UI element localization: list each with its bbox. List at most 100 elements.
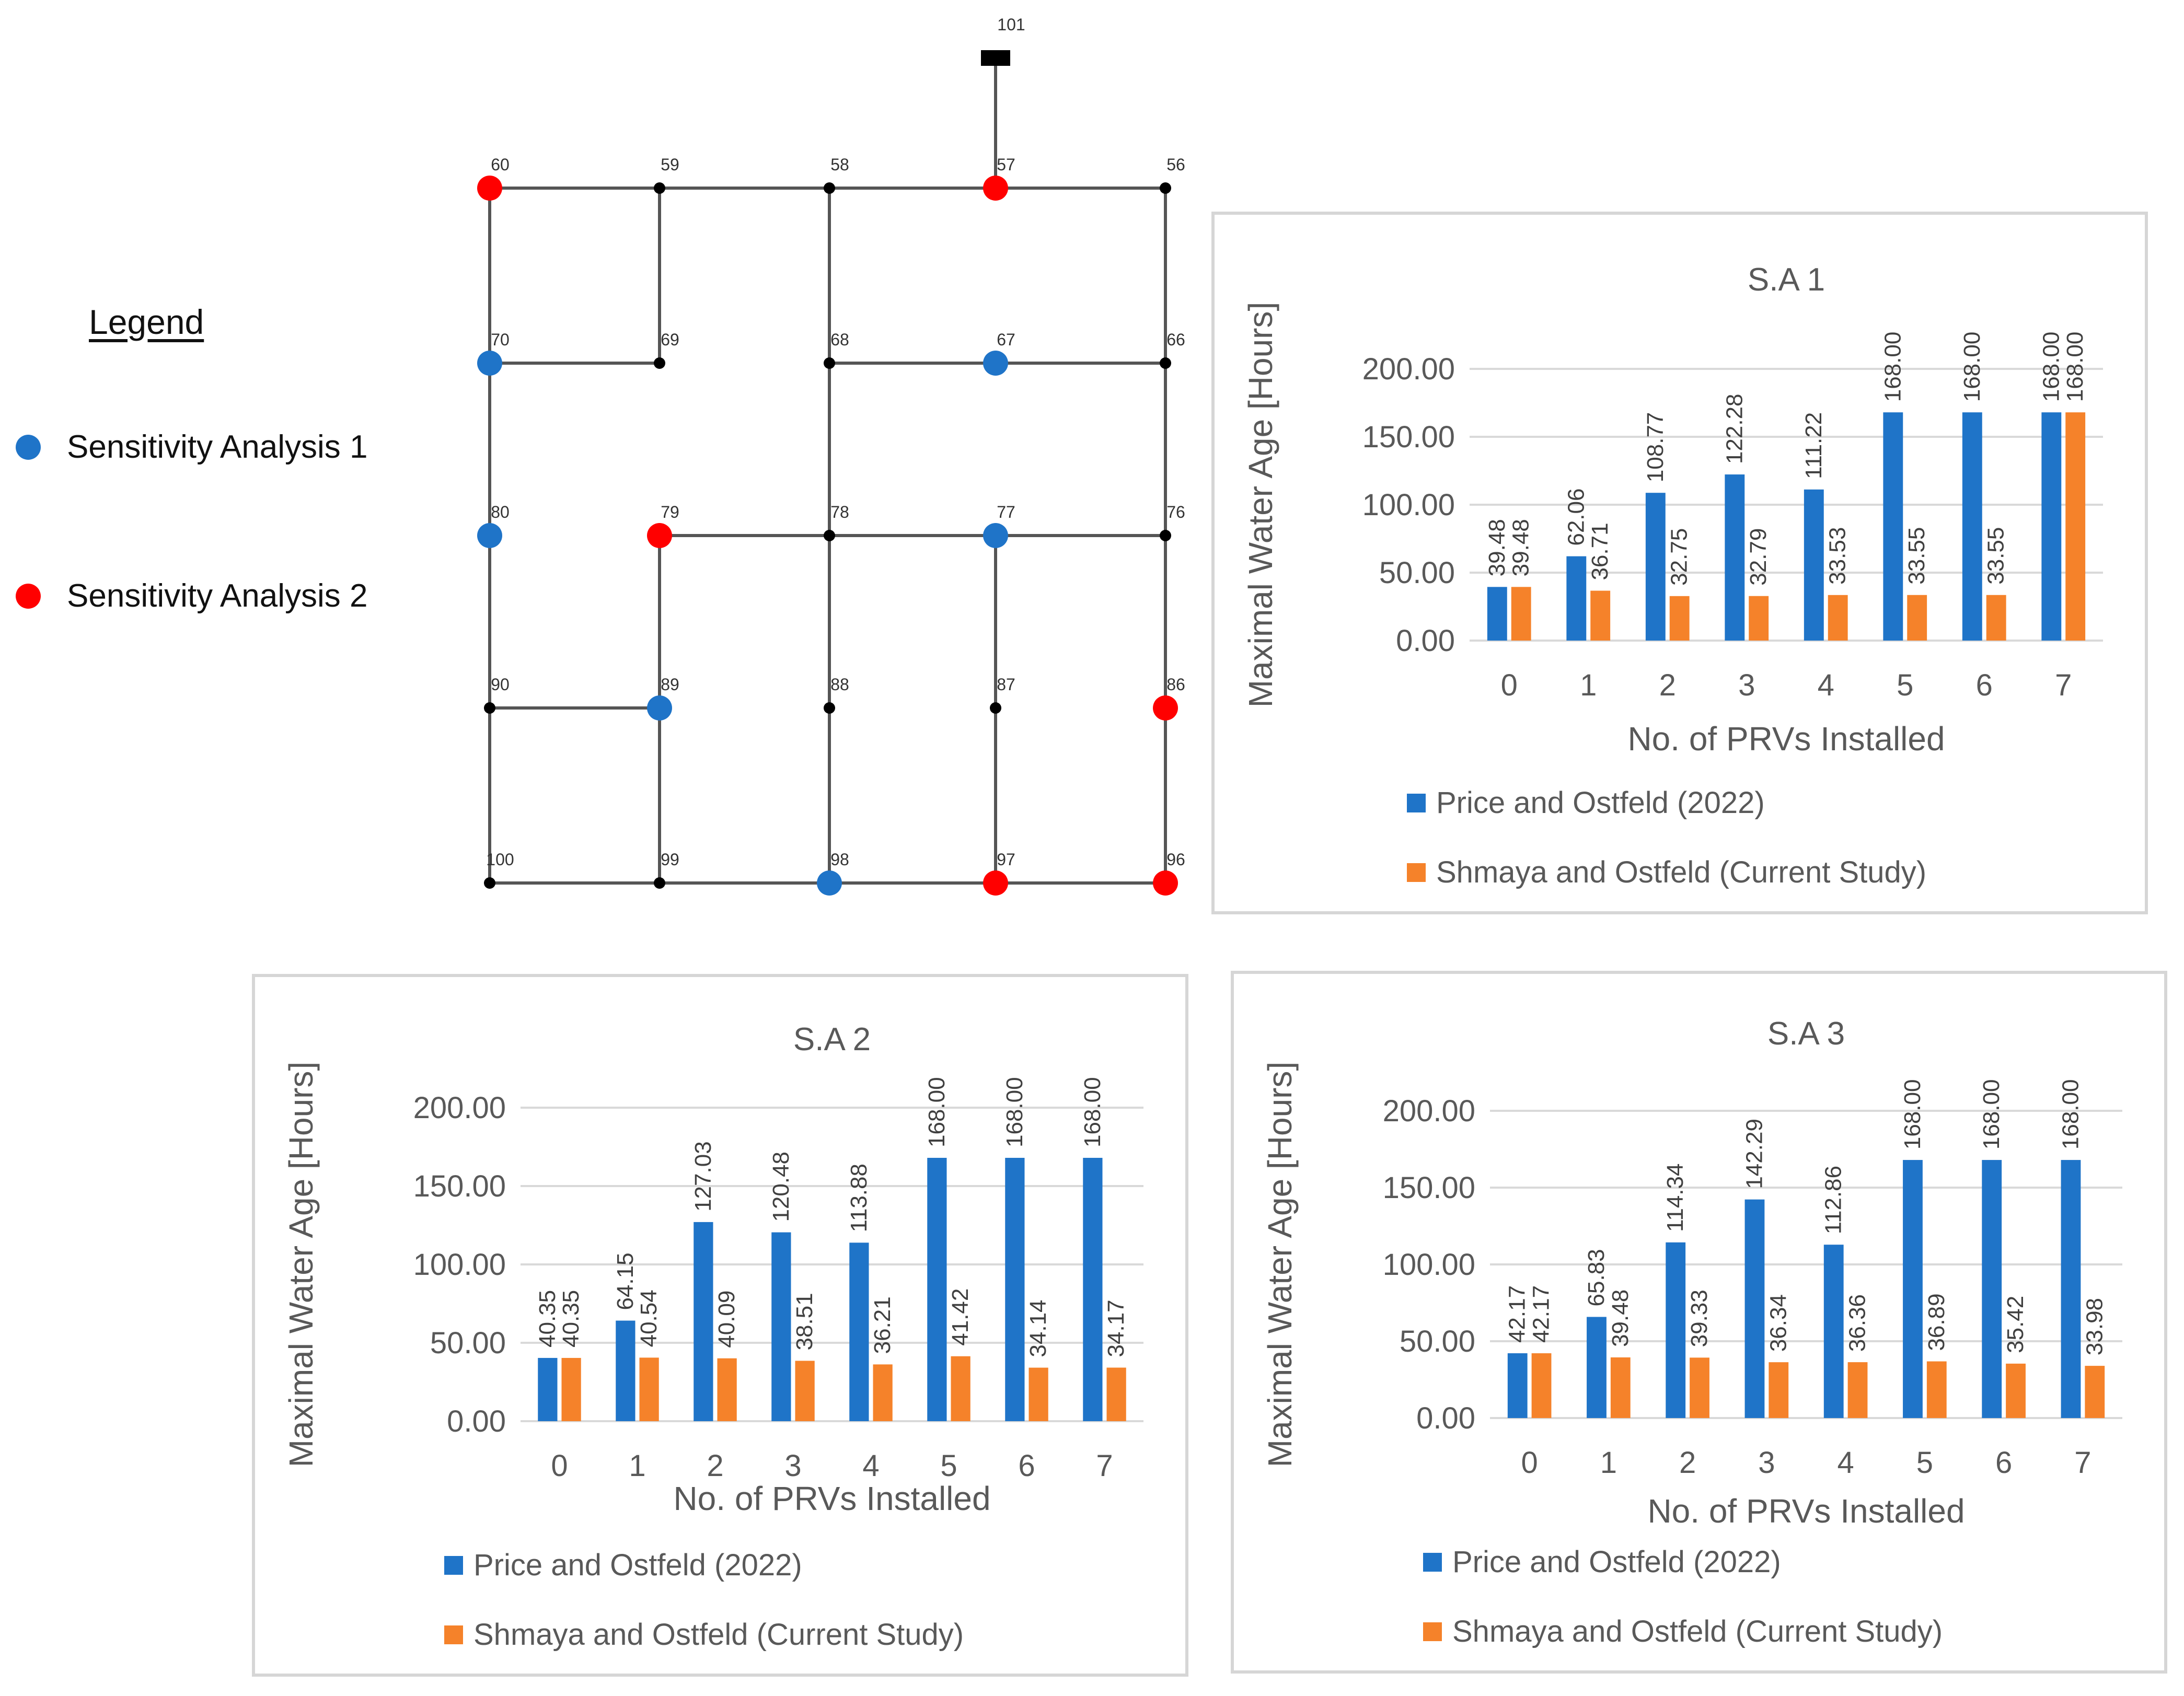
bar-shmaya-2 bbox=[1690, 1357, 1709, 1418]
data-label: 40.35 bbox=[535, 1290, 560, 1347]
legend-label-price: Price and Ostfeld (2022) bbox=[1436, 786, 1765, 820]
data-label: 168.00 bbox=[1959, 332, 1985, 402]
node-label-68: 68 bbox=[830, 330, 849, 349]
sa2-node-86 bbox=[1153, 695, 1178, 721]
sa2-node-97 bbox=[983, 870, 1008, 896]
data-label: 36.36 bbox=[1845, 1294, 1870, 1352]
bar-shmaya-7 bbox=[2085, 1366, 2105, 1418]
x-tick-label: 3 bbox=[784, 1449, 801, 1483]
x-tick-label: 6 bbox=[1976, 668, 1993, 702]
node-label-98: 98 bbox=[830, 850, 849, 869]
sa1-node-80 bbox=[477, 523, 502, 548]
y-axis-label: Maximal Water Age [Hours] bbox=[282, 1062, 320, 1468]
bar-price-2 bbox=[1645, 493, 1666, 641]
bar-price-7 bbox=[2041, 412, 2062, 641]
y-tick-label: 200.00 bbox=[1383, 1094, 1475, 1128]
chart-title: S.A 2 bbox=[793, 1021, 871, 1058]
data-label: 40.35 bbox=[558, 1290, 584, 1347]
y-tick-label: 150.00 bbox=[1362, 420, 1455, 454]
bar-shmaya-4 bbox=[1847, 1362, 1868, 1418]
legend-label-shmaya: Shmaya and Ostfeld (Current Study) bbox=[1436, 855, 1927, 889]
node-label-89: 89 bbox=[661, 675, 679, 694]
legend-label-shmaya: Shmaya and Ostfeld (Current Study) bbox=[473, 1618, 964, 1652]
data-label: 64.15 bbox=[613, 1252, 638, 1310]
bar-shmaya-5 bbox=[1907, 595, 1927, 641]
bar-price-3 bbox=[1725, 474, 1745, 641]
data-label: 168.00 bbox=[1002, 1077, 1027, 1147]
node-label-77: 77 bbox=[997, 503, 1015, 521]
bar-price-7 bbox=[1083, 1158, 1103, 1421]
node-label-67: 67 bbox=[997, 330, 1015, 349]
bar-price-0 bbox=[538, 1357, 558, 1421]
x-tick-label: 7 bbox=[1096, 1449, 1113, 1483]
network-diagram: 101 60 59 58 57 56 70 69 68 67 66 80 79 78 77 76 90 89 88 8… bbox=[477, 15, 1185, 896]
data-label: 113.88 bbox=[846, 1164, 872, 1232]
node-label-79: 79 bbox=[661, 503, 679, 521]
legend-title: Legend bbox=[89, 303, 204, 341]
x-tick-label: 0 bbox=[551, 1449, 568, 1483]
junction-node-56 bbox=[1160, 182, 1171, 194]
node-label-99: 99 bbox=[661, 850, 679, 869]
node-label-70: 70 bbox=[491, 330, 510, 349]
data-label: 168.00 bbox=[1900, 1079, 1925, 1150]
legend-swatch-shmaya bbox=[1423, 1622, 1442, 1641]
x-tick-label: 5 bbox=[1897, 668, 1913, 702]
node-label-88: 88 bbox=[830, 675, 849, 694]
bar-price-1 bbox=[616, 1320, 635, 1421]
bar-shmaya-3 bbox=[795, 1361, 815, 1421]
data-label: 168.00 bbox=[924, 1077, 950, 1147]
node-label-86: 86 bbox=[1166, 675, 1185, 694]
node-label-87: 87 bbox=[997, 675, 1015, 694]
bar-shmaya-0 bbox=[1511, 587, 1531, 641]
sa2-node-79 bbox=[647, 523, 672, 548]
data-label: 127.03 bbox=[690, 1141, 716, 1212]
bar-price-3 bbox=[1744, 1199, 1765, 1418]
x-tick-label: 2 bbox=[1659, 668, 1676, 702]
data-label: 42.17 bbox=[1529, 1285, 1554, 1343]
sa1-node-67 bbox=[983, 351, 1008, 376]
data-label: 168.00 bbox=[1979, 1079, 2004, 1150]
bar-shmaya-3 bbox=[1769, 1362, 1789, 1418]
node-label-59: 59 bbox=[661, 155, 679, 174]
x-tick-label: 6 bbox=[1995, 1446, 2012, 1480]
y-tick-label: 50.00 bbox=[1400, 1325, 1475, 1358]
chart-sa2-plot: S.A 2 0.00 50.00 100.00 150.00 200.00 Maximal … bbox=[282, 1021, 1143, 1517]
data-label: 33.55 bbox=[1983, 527, 2009, 585]
bar-price-4 bbox=[849, 1242, 869, 1421]
legend-swatch-price bbox=[1423, 1552, 1442, 1572]
bar-shmaya-2 bbox=[717, 1358, 737, 1421]
legend-label-price: Price and Ostfeld (2022) bbox=[1452, 1545, 1781, 1579]
x-tick-label: 2 bbox=[1679, 1446, 1696, 1480]
node-label-97: 97 bbox=[997, 850, 1015, 869]
junction-node-99 bbox=[654, 877, 665, 889]
legend-item-sensitivity-2: Sensitivity Analysis 2 bbox=[16, 577, 367, 614]
x-tick-label: 4 bbox=[1837, 1446, 1854, 1480]
y-tick-label: 100.00 bbox=[1383, 1248, 1475, 1282]
data-label: 112.86 bbox=[1821, 1166, 1846, 1234]
y-tick-label: 0.00 bbox=[447, 1404, 506, 1438]
bar-price-6 bbox=[1962, 412, 1982, 641]
data-label: 42.17 bbox=[1505, 1285, 1530, 1343]
data-label: 32.75 bbox=[1667, 528, 1692, 586]
sa2-node-57 bbox=[983, 176, 1008, 201]
bar-price-3 bbox=[771, 1232, 791, 1421]
legend-label-sensitivity-1: Sensitivity Analysis 1 bbox=[67, 429, 368, 465]
bar-shmaya-6 bbox=[2006, 1363, 2026, 1418]
y-axis-label: Maximal Water Age [Hours] bbox=[1261, 1062, 1299, 1468]
x-tick-label: 3 bbox=[1738, 668, 1755, 702]
data-label: 39.48 bbox=[1508, 519, 1534, 576]
sa2-node-60 bbox=[477, 176, 502, 201]
data-label: 120.48 bbox=[768, 1152, 794, 1222]
node-label-90: 90 bbox=[491, 675, 510, 694]
bar-shmaya-2 bbox=[1669, 596, 1690, 641]
data-label: 65.83 bbox=[1584, 1249, 1609, 1306]
y-tick-label: 50.00 bbox=[1379, 556, 1455, 590]
bar-shmaya-7 bbox=[1106, 1367, 1126, 1421]
blue-dot-icon bbox=[16, 434, 41, 460]
chart-sa3-legend-shmaya: Shmaya and Ostfeld (Current Study) bbox=[1423, 1614, 1943, 1649]
bar-shmaya-5 bbox=[1926, 1361, 1947, 1418]
x-tick-label: 6 bbox=[1018, 1449, 1035, 1483]
x-axis-label: No. of PRVs Installed bbox=[673, 1480, 990, 1517]
data-label: 114.34 bbox=[1662, 1164, 1688, 1232]
bar-price-5 bbox=[1903, 1160, 1923, 1418]
